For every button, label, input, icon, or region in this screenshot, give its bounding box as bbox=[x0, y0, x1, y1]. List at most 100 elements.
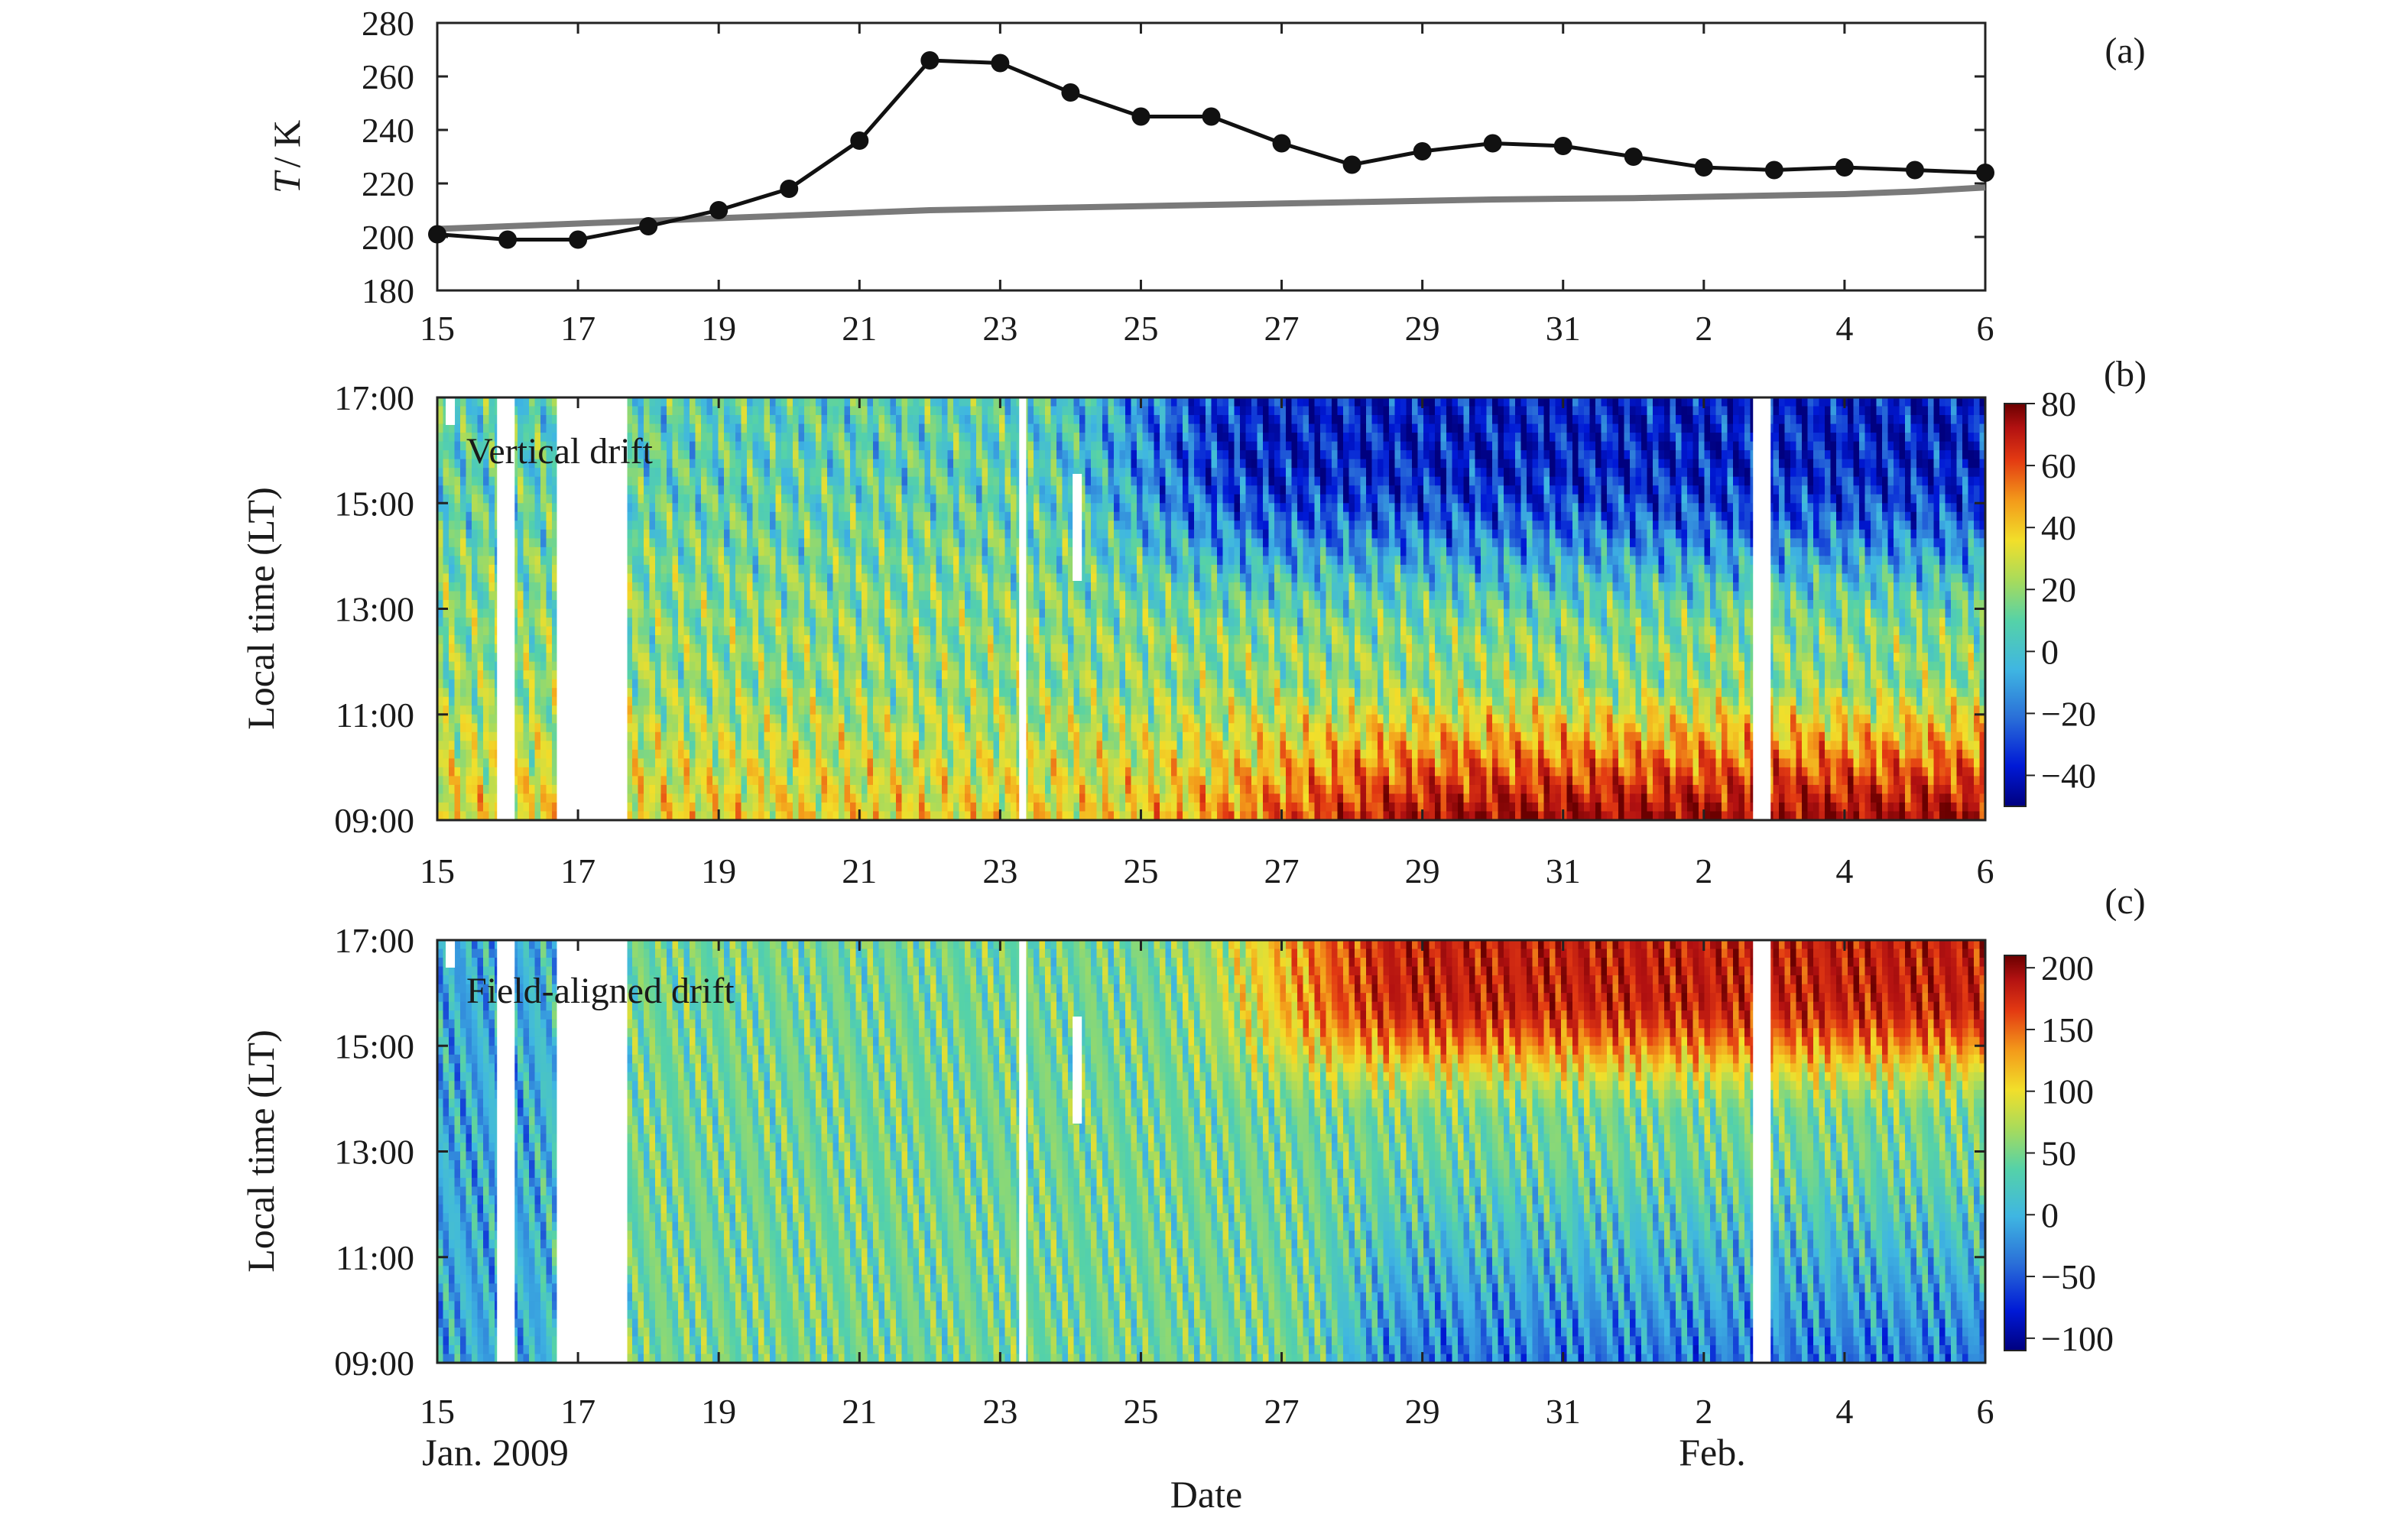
heat-cell bbox=[993, 511, 1000, 521]
heat-cell bbox=[695, 731, 702, 741]
heat-cell bbox=[729, 599, 736, 610]
heat-cell bbox=[546, 705, 553, 715]
heat-cell bbox=[449, 696, 456, 706]
heat-cell bbox=[747, 433, 754, 443]
heat-cell bbox=[712, 441, 719, 451]
heat-cell bbox=[511, 776, 518, 786]
heat-cell bbox=[924, 644, 931, 653]
heat-cell bbox=[821, 468, 828, 478]
heat-cell bbox=[518, 723, 524, 733]
heat-cell bbox=[936, 696, 943, 706]
heat-cell bbox=[890, 599, 897, 610]
heat-cell bbox=[752, 433, 759, 443]
heat-cell bbox=[701, 802, 708, 812]
heat-cell bbox=[706, 811, 713, 820]
heat-cell bbox=[678, 450, 685, 460]
heat-cell bbox=[460, 635, 467, 645]
heat-cell bbox=[798, 723, 805, 733]
heat-cell bbox=[443, 811, 449, 820]
heat-cell bbox=[1011, 450, 1017, 460]
heat-cell bbox=[747, 635, 754, 645]
heat-cell bbox=[907, 476, 914, 486]
heat-cell bbox=[523, 591, 530, 601]
heat-cell bbox=[758, 494, 765, 504]
heat-cell bbox=[718, 582, 725, 592]
heat-cell bbox=[764, 433, 771, 443]
heat-cell bbox=[884, 723, 891, 733]
heat-cell bbox=[850, 433, 857, 443]
heat-cell bbox=[821, 599, 828, 610]
heat-cell bbox=[724, 591, 731, 601]
heat-cell bbox=[437, 793, 444, 803]
heat-cell bbox=[901, 591, 908, 601]
heat-cell bbox=[443, 741, 449, 751]
heat-cell bbox=[816, 573, 823, 583]
heat-cell bbox=[821, 758, 828, 768]
heat-cell bbox=[724, 423, 731, 433]
heat-cell bbox=[936, 679, 943, 689]
heat-cell bbox=[804, 485, 811, 495]
heat-cell bbox=[781, 608, 788, 618]
heat-cell bbox=[764, 485, 771, 495]
heat-cell bbox=[460, 776, 467, 786]
heat-cell bbox=[821, 811, 828, 820]
heat-cell bbox=[518, 670, 524, 680]
heat-cell bbox=[632, 546, 639, 556]
heat-cell bbox=[764, 591, 771, 601]
heat-cell bbox=[993, 705, 1000, 715]
heat-cell bbox=[770, 441, 777, 451]
heat-cell bbox=[862, 599, 868, 610]
heat-cell bbox=[540, 776, 547, 786]
heat-cell bbox=[839, 538, 845, 548]
heat-cell bbox=[529, 661, 536, 671]
heat-cell bbox=[873, 511, 880, 521]
heat-cell bbox=[890, 793, 897, 803]
heat-cell bbox=[729, 776, 736, 786]
heat-cell bbox=[942, 802, 949, 812]
heat-cell bbox=[529, 644, 536, 653]
heat-cell bbox=[810, 705, 816, 715]
heat-cell bbox=[706, 599, 713, 610]
heat-cell bbox=[798, 793, 805, 803]
heat-cell bbox=[546, 714, 553, 724]
heat-cell bbox=[632, 811, 639, 820]
heat-cell bbox=[729, 608, 736, 618]
heat-cell bbox=[632, 521, 639, 530]
heat-cell bbox=[855, 670, 862, 680]
heat-cell bbox=[540, 468, 547, 478]
heat-cell bbox=[683, 653, 690, 663]
heat-cell bbox=[741, 494, 748, 504]
heat-cell bbox=[488, 661, 495, 671]
heat-cell bbox=[907, 573, 914, 583]
heat-cell bbox=[454, 618, 461, 628]
heat-cell bbox=[982, 468, 988, 478]
heat-cell bbox=[821, 608, 828, 618]
heat-cell bbox=[844, 415, 851, 425]
heat-cell bbox=[758, 618, 765, 628]
heat-cell bbox=[907, 538, 914, 548]
heat-cell bbox=[976, 741, 983, 751]
heat-cell bbox=[959, 406, 965, 416]
heat-cell bbox=[781, 406, 788, 416]
heat-cell bbox=[942, 618, 949, 628]
heat-cell bbox=[867, 564, 874, 575]
heat-cell bbox=[936, 767, 943, 777]
heat-cell bbox=[712, 503, 719, 513]
heat-cell bbox=[443, 696, 449, 706]
heat-cell bbox=[488, 608, 495, 618]
heat-cell bbox=[873, 661, 880, 671]
heat-cell bbox=[752, 679, 759, 689]
heat-cell bbox=[1011, 626, 1017, 636]
heat-cell bbox=[787, 459, 793, 469]
heat-cell bbox=[770, 468, 777, 478]
heat-cell bbox=[862, 741, 868, 751]
heat-cell bbox=[839, 741, 845, 751]
heat-cell bbox=[644, 767, 651, 777]
heat-cell bbox=[936, 582, 943, 592]
heat-cell bbox=[982, 661, 988, 671]
heat-cell bbox=[466, 696, 472, 706]
heat-cell bbox=[873, 635, 880, 645]
heat-cell bbox=[477, 468, 484, 478]
heat-cell bbox=[781, 564, 788, 575]
heat-cell bbox=[477, 556, 484, 566]
